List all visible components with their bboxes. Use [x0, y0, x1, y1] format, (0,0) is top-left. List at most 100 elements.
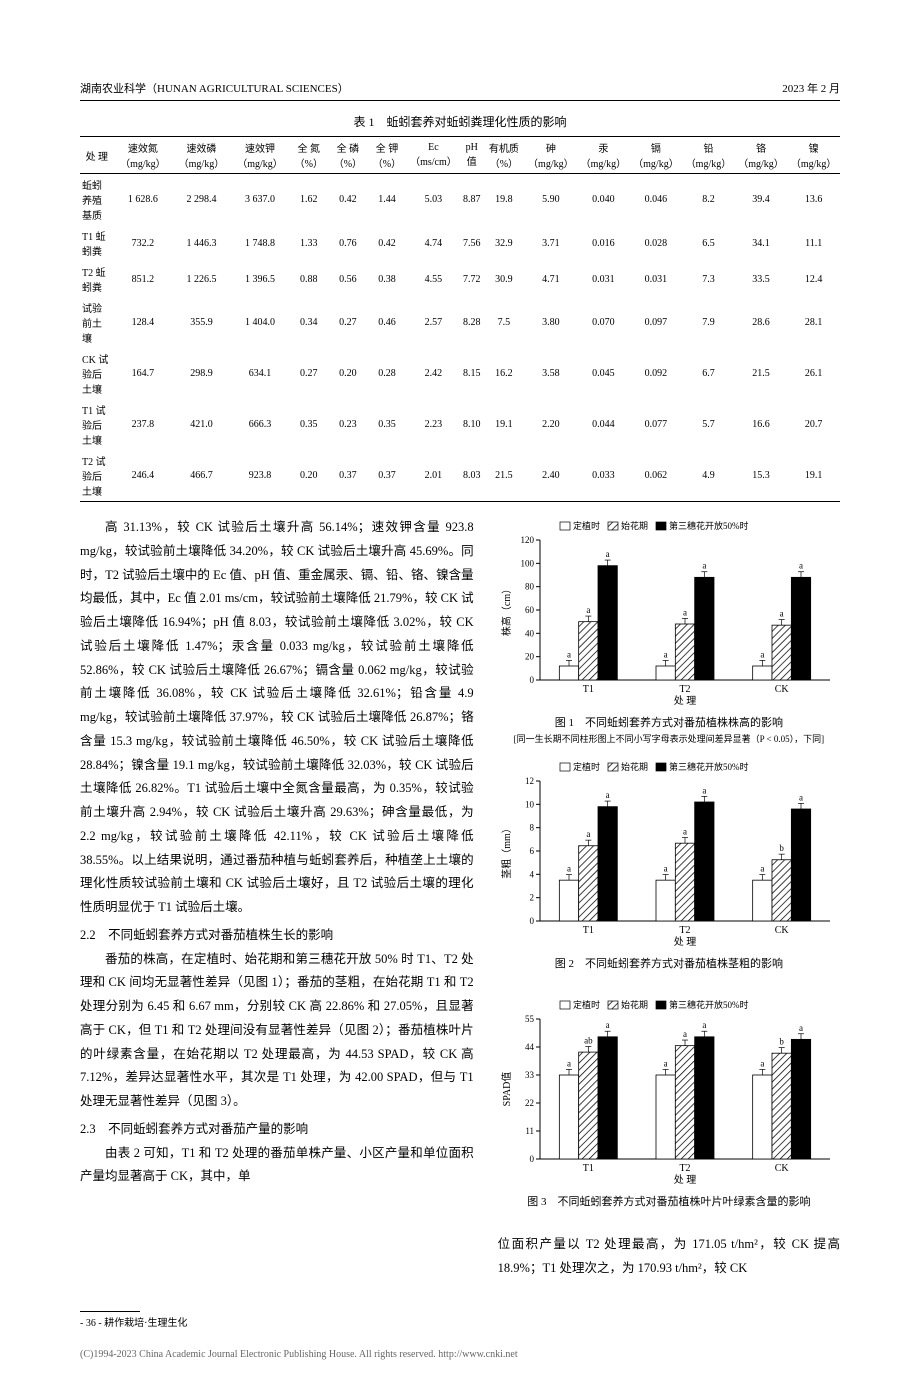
- body-p4r: 位面积产量以 T2 处理最高，为 171.05 t/hm²，较 CK 提高 18…: [498, 1233, 840, 1281]
- svg-text:a: a: [605, 790, 609, 800]
- page-footer: - 36 - 耕作栽培·生理生化: [80, 1311, 840, 1329]
- table-header: 速效磷（mg/kg）: [172, 137, 231, 174]
- table-header: 镉（mg/kg）: [630, 137, 683, 174]
- table-row: T2 蚯蚓粪851.21 226.51 396.50.880.560.384.5…: [80, 261, 840, 297]
- body-p2: 番茄的株高，在定植时、始花期和第三穗花开放 50% 时 T1、T2 处理和 CK…: [80, 948, 474, 1114]
- svg-text:T1: T1: [582, 1163, 593, 1174]
- svg-text:处 理: 处 理: [673, 1174, 696, 1185]
- svg-text:20: 20: [525, 652, 535, 662]
- svg-text:a: a: [663, 649, 667, 659]
- svg-text:株高（cm）: 株高（cm）: [500, 584, 513, 636]
- svg-text:a: a: [760, 649, 764, 659]
- svg-text:a: a: [702, 1020, 706, 1030]
- svg-text:44: 44: [525, 1042, 535, 1052]
- svg-text:a: a: [779, 609, 783, 619]
- svg-text:12: 12: [525, 776, 534, 786]
- svg-text:a: a: [586, 605, 590, 615]
- svg-text:4: 4: [529, 869, 534, 879]
- svg-text:a: a: [567, 649, 571, 659]
- svg-text:11: 11: [525, 1126, 534, 1136]
- svg-text:T1: T1: [582, 925, 593, 936]
- svg-text:T2: T2: [679, 684, 690, 695]
- table1: 处 理速效氮（mg/kg）速效磷（mg/kg）速效钾（mg/kg）全 氮（%）全…: [80, 136, 840, 502]
- svg-text:8: 8: [529, 823, 534, 833]
- svg-text:CK: CK: [774, 684, 789, 695]
- svg-text:80: 80: [525, 582, 535, 592]
- section-2-2: 2.2 不同蚯蚓套养方式对番茄植株生长的影响: [80, 924, 474, 948]
- svg-text:a: a: [683, 607, 687, 617]
- fig1-caption: 图 1 不同蚯蚓套养方式对番茄植株株高的影响: [498, 714, 840, 730]
- table-row: 蚯蚓养殖基质1 628.62 298.43 637.01.620.421.445…: [80, 174, 840, 226]
- svg-text:a: a: [799, 792, 803, 802]
- svg-text:a: a: [760, 1058, 764, 1068]
- svg-text:a: a: [567, 864, 571, 874]
- svg-text:始花期: 始花期: [621, 761, 648, 772]
- svg-text:a: a: [683, 1029, 687, 1039]
- svg-text:CK: CK: [774, 925, 789, 936]
- fig1-note: [同一生长期不同柱形图上不同小写字母表示处理间差异显著（P < 0.05），下同…: [498, 732, 840, 745]
- svg-text:a: a: [586, 829, 590, 839]
- table-header: pH值: [460, 137, 483, 174]
- table-header: 有机质（%）: [483, 137, 524, 174]
- figure-2: 024681012茎粗（mm）aaaT1aaaT2abaCK处 理定植时始花期第…: [498, 757, 840, 947]
- svg-text:55: 55: [525, 1014, 535, 1024]
- svg-text:第三穗花开放50%时: 第三穗花开放50%时: [669, 999, 749, 1010]
- svg-text:CK: CK: [774, 1163, 789, 1174]
- svg-text:b: b: [779, 843, 784, 853]
- fig3-caption: 图 3 不同蚯蚓套养方式对番茄植株叶片叶绿素含量的影响: [498, 1193, 840, 1209]
- figure-3: 01122334455SPAD值aabaT1aaaT2abaCK处 理定植时始花…: [498, 995, 840, 1185]
- svg-text:a: a: [799, 561, 803, 571]
- copyright: (C)1994-2023 China Academic Journal Elec…: [80, 1349, 840, 1360]
- table-header: 速效钾（mg/kg）: [231, 137, 290, 174]
- table-header: 全 氮（%）: [289, 137, 328, 174]
- table-header: 砷（mg/kg）: [525, 137, 578, 174]
- svg-text:第三穗花开放50%时: 第三穗花开放50%时: [669, 520, 749, 531]
- svg-text:a: a: [683, 827, 687, 837]
- svg-text:120: 120: [520, 535, 534, 545]
- svg-text:0: 0: [529, 675, 534, 685]
- svg-text:a: a: [760, 864, 764, 874]
- fig2-caption: 图 2 不同蚯蚓套养方式对番茄植株茎粗的影响: [498, 955, 840, 971]
- page-number: - 36 -: [80, 1318, 102, 1329]
- svg-text:始花期: 始花期: [621, 520, 648, 531]
- svg-text:a: a: [799, 1023, 803, 1033]
- svg-text:定植时: 定植时: [573, 520, 600, 531]
- footer-section: 耕作栽培·生理生化: [104, 1318, 187, 1329]
- journal-date: 2023 年 2 月: [782, 80, 840, 96]
- svg-text:处 理: 处 理: [673, 695, 696, 706]
- svg-text:a: a: [567, 1058, 571, 1068]
- svg-text:33: 33: [525, 1070, 535, 1080]
- svg-text:a: a: [702, 785, 706, 795]
- right-column: 020406080100120株高（cm）aaaT1aaaT2aaaCK处 理定…: [498, 516, 840, 1281]
- table1-title: 表 1 蚯蚓套养对蚯蚓粪理化性质的影响: [80, 113, 840, 130]
- table-header: 速效氮（mg/kg）: [114, 137, 173, 174]
- svg-text:b: b: [779, 1037, 784, 1047]
- body-p3: 由表 2 可知，T1 和 T2 处理的番茄单株产量、小区产量和单位面积产量均显著…: [80, 1142, 474, 1190]
- table-header: 镍（mg/kg）: [787, 137, 840, 174]
- svg-text:ab: ab: [584, 1035, 593, 1045]
- svg-text:SPAD值: SPAD值: [500, 1072, 513, 1107]
- svg-text:T2: T2: [679, 925, 690, 936]
- svg-text:a: a: [663, 1058, 667, 1068]
- svg-text:T1: T1: [582, 684, 593, 695]
- svg-text:40: 40: [525, 628, 535, 638]
- svg-text:22: 22: [525, 1098, 534, 1108]
- table-row: T1 蚯蚓粪732.21 446.31 748.81.330.760.424.7…: [80, 225, 840, 261]
- table-header: 铬（mg/kg）: [735, 137, 788, 174]
- journal-name: 湖南农业科学（HUNAN AGRICULTURAL SCIENCES）: [80, 80, 349, 96]
- table-header: 全 磷（%）: [328, 137, 367, 174]
- left-column: 高 31.13%，较 CK 试验后土壤升高 56.14%；速效钾含量 923.8…: [80, 516, 474, 1281]
- svg-text:处 理: 处 理: [673, 936, 696, 947]
- table-row: 试验前土壤128.4355.91 404.00.340.270.462.578.…: [80, 297, 840, 348]
- table-header: 全 钾（%）: [367, 137, 406, 174]
- svg-text:始花期: 始花期: [621, 999, 648, 1010]
- section-2-3: 2.3 不同蚯蚓套养方式对番茄产量的影响: [80, 1118, 474, 1142]
- svg-text:10: 10: [525, 799, 535, 809]
- svg-text:a: a: [605, 549, 609, 559]
- table-header: Ec（ms/cm）: [407, 137, 461, 174]
- svg-text:定植时: 定植时: [573, 999, 600, 1010]
- page-header: 湖南农业科学（HUNAN AGRICULTURAL SCIENCES） 2023…: [80, 80, 840, 101]
- table-header: 铅（mg/kg）: [682, 137, 735, 174]
- body-p1: 高 31.13%，较 CK 试验后土壤升高 56.14%；速效钾含量 923.8…: [80, 516, 474, 920]
- table-row: T1 试验后土壤237.8421.0666.30.350.230.352.238…: [80, 399, 840, 450]
